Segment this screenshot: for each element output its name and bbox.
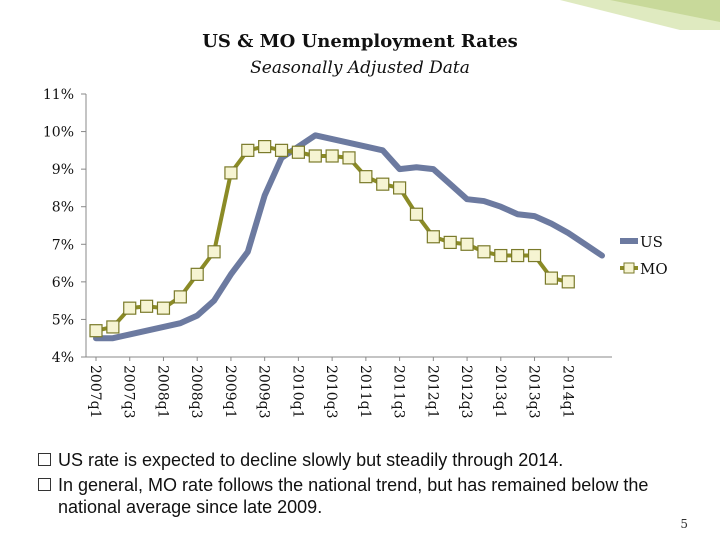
data-point-mo — [156, 301, 171, 315]
chart-subtitle: Seasonally Adjusted Data — [250, 58, 470, 78]
data-point-mo — [376, 177, 390, 191]
data-point-mo — [494, 248, 508, 263]
x-tick-label: 2007q1 — [87, 365, 103, 419]
data-point-mo — [106, 320, 120, 334]
data-point-mo — [291, 145, 305, 159]
x-tick-label: 2013q3 — [526, 365, 542, 419]
bullet-checkbox-icon — [38, 453, 51, 466]
y-tick-label: 4% — [52, 350, 74, 366]
y-tick-label: 10% — [43, 125, 74, 141]
data-point-mo — [308, 149, 322, 163]
x-tick-label: 2008q3 — [188, 365, 204, 419]
data-point-mo — [190, 267, 204, 281]
legend-marker-mo — [623, 262, 635, 274]
legend: US MO — [620, 233, 668, 278]
x-tick-label: 2010q3 — [323, 365, 339, 419]
data-point-mo — [544, 271, 559, 285]
data-point-mo — [258, 140, 272, 154]
data-point-mo — [527, 248, 542, 263]
data-point-mo — [224, 166, 238, 180]
y-tick-label: 8% — [52, 200, 74, 216]
unemployment-chart: US & MO Unemployment Rates Seasonally Ad… — [43, 31, 668, 419]
data-point-mo — [123, 301, 137, 315]
y-tick-label: 11% — [43, 87, 74, 103]
legend-label-us: US — [640, 233, 663, 251]
chart-title: US & MO Unemployment Rates — [202, 31, 518, 52]
data-point-mo — [207, 245, 221, 259]
legend-label-mo: MO — [640, 260, 668, 278]
x-tick-label: 2012q1 — [424, 365, 440, 419]
data-point-mo — [393, 181, 407, 195]
bullet-checkbox-icon — [38, 478, 51, 491]
x-axis: 2007q1 2007q3 2008q1 2008q3 2009q1 2009q3 2010… — [86, 356, 612, 419]
series-layer — [89, 132, 605, 342]
x-tick-label: 2011q3 — [391, 365, 407, 419]
x-tick-label: 2008q1 — [154, 365, 170, 419]
bullet-list: US rate is expected to decline slowly bu… — [38, 449, 698, 521]
page-number: 5 — [680, 517, 688, 531]
data-point-mo — [561, 275, 575, 289]
bullet-item: US rate is expected to decline slowly bu… — [38, 449, 698, 471]
x-tick-label: 2009q1 — [222, 365, 238, 419]
data-point-mo — [325, 149, 339, 163]
y-axis: 4% 5% 6% 7% 8% 9% 10% 11% — [43, 87, 87, 366]
bullet-item: In general, MO rate follows the national… — [38, 474, 698, 518]
corner-decoration — [560, 0, 720, 30]
data-point-mo — [274, 143, 289, 157]
data-point-mo — [359, 170, 373, 184]
data-point-mo — [89, 324, 103, 338]
x-tick-label: 2013q1 — [492, 365, 508, 419]
x-tick-label: 2014q1 — [559, 365, 575, 419]
bullet-text: US rate is expected to decline slowly bu… — [58, 450, 564, 470]
bullet-text: In general, MO rate follows the national… — [58, 475, 649, 517]
data-point-mo — [460, 237, 474, 251]
x-tick-label: 2011q1 — [357, 365, 373, 419]
x-tick-label: 2012q3 — [458, 365, 474, 419]
y-tick-label: 5% — [52, 312, 74, 328]
data-point-mo — [140, 299, 154, 313]
data-point-mo — [173, 290, 187, 304]
data-point-mo — [511, 248, 525, 263]
series-line-us — [93, 132, 605, 342]
x-tick-label: 2010q1 — [289, 365, 305, 419]
data-point-mo — [477, 245, 491, 259]
y-tick-label: 6% — [52, 275, 74, 291]
data-point-mo — [443, 235, 457, 250]
data-point-mo — [409, 207, 424, 221]
x-tick-label: 2009q3 — [256, 365, 272, 419]
x-tick-label: 2007q3 — [121, 365, 137, 419]
y-tick-label: 7% — [52, 237, 74, 253]
data-point-mo — [426, 230, 440, 244]
y-tick-label: 9% — [52, 162, 74, 178]
data-point-mo — [241, 143, 255, 157]
data-point-mo — [342, 151, 356, 165]
